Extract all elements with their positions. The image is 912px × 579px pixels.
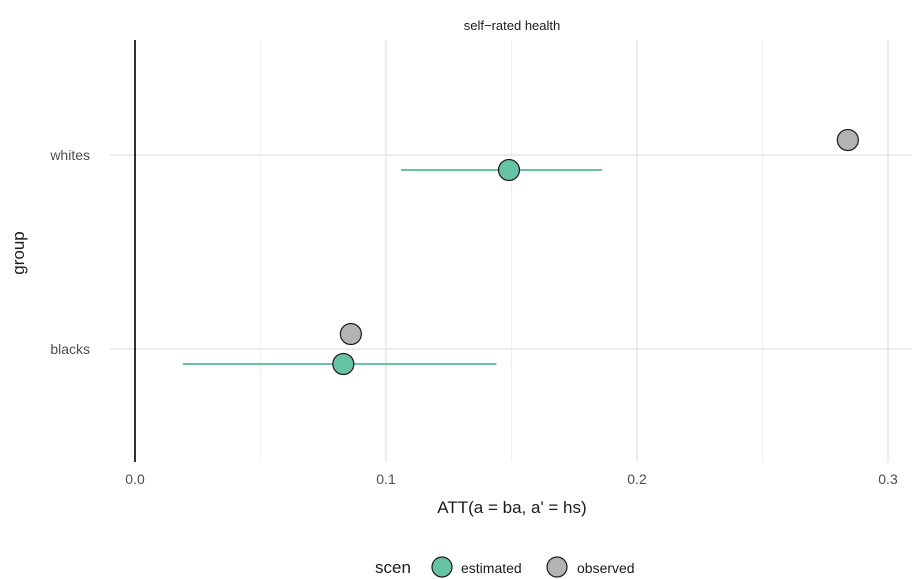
x-tick-label: 0.3 xyxy=(878,471,898,487)
legend-label-observed: observed xyxy=(577,560,635,576)
chart-title: self−rated health xyxy=(464,18,560,33)
axis-layer: 0.0 0.1 0.2 0.3 blacks whites xyxy=(49,147,898,487)
x-axis-label: ATT(a = ba, a' = hs) xyxy=(437,498,586,517)
point-observed-whites xyxy=(836,128,859,152)
grid-layer xyxy=(110,40,912,462)
point-layer xyxy=(332,128,859,376)
point-estimated-blacks xyxy=(332,352,355,376)
x-tick-label: 0.0 xyxy=(125,471,145,487)
point-observed-blacks xyxy=(339,322,362,346)
legend-key-observed xyxy=(546,556,568,578)
errorbar-layer xyxy=(182,169,602,365)
legend-title: scen xyxy=(375,558,411,577)
legend-label-estimated: estimated xyxy=(461,560,522,576)
legend-key-estimated xyxy=(431,556,453,578)
y-tick-label-whites: whites xyxy=(49,147,90,163)
x-tick-label: 0.1 xyxy=(376,471,396,487)
x-tick-label: 0.2 xyxy=(627,471,647,487)
point-estimated-whites xyxy=(497,158,521,182)
legend: scen estimated observed xyxy=(375,556,635,578)
y-axis-label: group xyxy=(9,231,28,274)
y-tick-label-blacks: blacks xyxy=(50,341,90,357)
